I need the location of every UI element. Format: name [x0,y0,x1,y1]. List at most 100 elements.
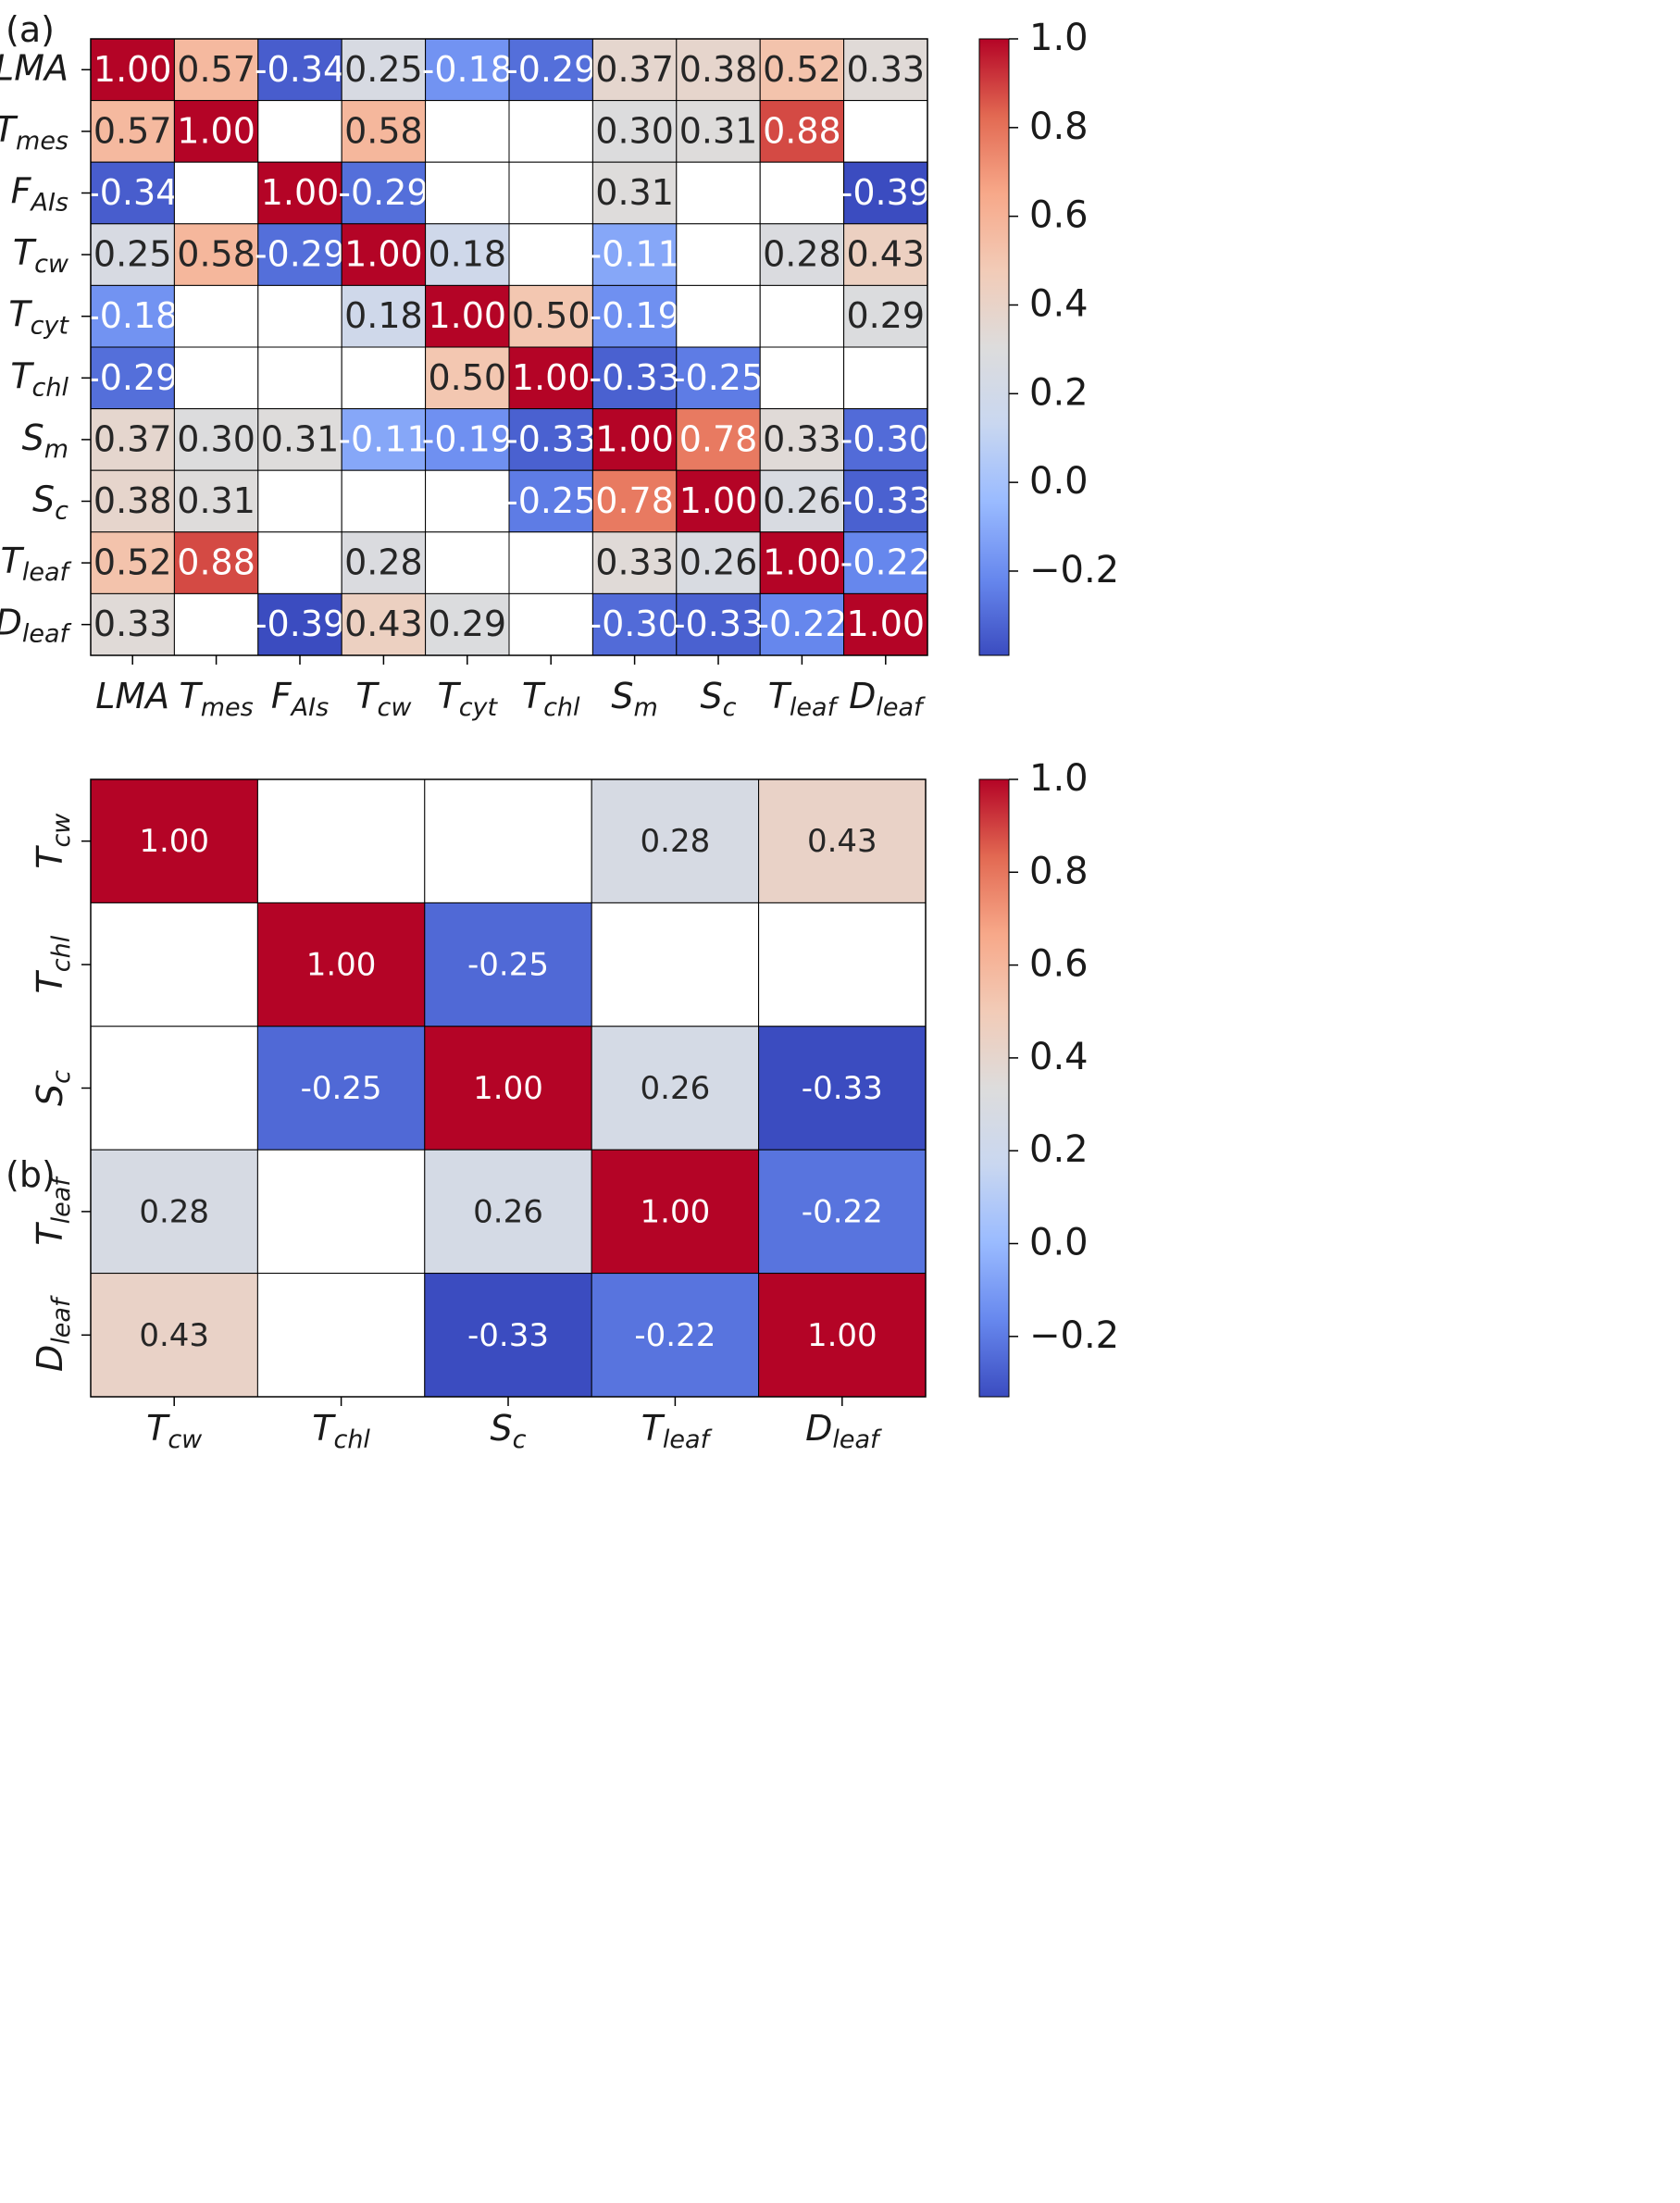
colorbar-tick-label: 0.6 [1029,194,1089,237]
y-tick-label: Tcw [30,813,76,869]
heatmap-panel-b: 1.00 0.28 0.43 1.00 -0.25 -0.25 1.00 0.26 -0.33 0… [30,778,927,1454]
x-tick-label: Sm [611,676,657,722]
heatmap-cell [676,161,761,225]
colorbar-gradient [978,38,1010,656]
y-tick-label: LMA [0,47,68,88]
cell-value-label: -0.18 [422,49,513,90]
heatmap-cell [676,284,761,348]
cell-value-label: 0.38 [93,480,172,521]
heatmap-cell [591,161,678,225]
cell-value-label: 1.00 [807,1317,877,1354]
heatmap-cell [257,408,342,471]
x-tick-label: Tchl [312,1408,370,1454]
heatmap-cell [758,778,927,903]
cell-value-label: 0.57 [177,49,255,90]
cell-value-label: 0.31 [261,418,340,459]
heatmap-cell [759,408,845,471]
cell-value-label: -0.25 [301,1070,382,1107]
x-tick-label: Tmes [179,676,253,722]
heatmap-cell [676,38,761,102]
heatmap-cell [759,531,845,594]
cell-value-label: 1.00 [595,418,674,459]
heatmap-cell [591,408,678,471]
cell-value-label: 1.00 [846,604,925,644]
cell-value-label: -0.22 [802,1193,883,1230]
heatmap-cell [425,408,510,471]
heatmap-cell [424,778,592,903]
cell-value-label: 1.00 [139,823,209,860]
cell-value-label: 0.28 [344,542,423,583]
cell-value-label: -0.11 [589,234,679,275]
x-tick-label: Tleaf [768,676,840,722]
cell-value-label: -0.33 [467,1317,549,1354]
heatmap-panel-a: 1.00 0.57-0.340.25-0.18-0.290.37 0.38 0.52 0… [0,38,931,722]
cell-value-label: 1.00 [679,480,758,521]
heatmap-cell [173,223,259,286]
cell-value-label: 0.28 [763,234,841,275]
heatmap-cell [341,284,427,348]
x-tick-label: Dleaf [805,1408,882,1454]
heatmap-cell [256,1273,426,1398]
heatmap-cell [508,346,593,410]
heatmap-cell [90,346,175,410]
heatmap-cell [508,531,593,594]
heatmap-cell [173,100,259,163]
cell-value-label: 0.37 [93,418,172,459]
panel-a-label: (a) [6,9,55,50]
heatmap-cell [173,469,259,533]
heatmap-cell [676,531,761,594]
colorbar-tick-label: 0.2 [1029,371,1089,414]
heatmap-cell [843,592,928,656]
y-tick-label: Sm [22,417,68,463]
heatmap-cell [843,408,928,471]
cell-value-label: 0.78 [679,418,758,459]
cell-value-label: 1.00 [177,110,255,151]
cell-value-label: 0.31 [595,172,674,213]
cell-value-label: 0.29 [428,604,506,644]
y-tick-label: Dleaf [0,602,71,648]
cell-value-label: 0.43 [807,823,877,860]
heatmap-cell [843,346,928,410]
cell-value-label: 0.30 [595,110,674,151]
heatmap-cell [90,284,175,348]
heatmap-cell [90,38,175,102]
cell-value-label: 1.00 [344,234,423,275]
colorbar-tick-label: 0.0 [1029,1222,1089,1264]
y-tick-label: FAIs [11,170,68,217]
heatmap-cell [173,408,259,471]
heatmap-cell [256,1026,426,1151]
heatmap-cell [758,902,927,1027]
heatmap-cell [256,902,426,1027]
panel-b-label: (b) [6,1154,56,1195]
cell-value-label: -0.25 [673,357,764,398]
cell-value-label: 0.31 [177,480,255,521]
cell-value-label: -0.29 [255,234,345,275]
cell-value-label: 0.18 [428,234,506,275]
heatmap-cell [257,346,342,410]
cell-value-label: 0.33 [595,542,674,583]
heatmap-cell [425,469,510,533]
x-tick-label: FAIs [271,676,329,722]
cell-value-label: -0.25 [505,480,596,521]
cell-value-label: 0.43 [139,1317,209,1354]
heatmap-cell [341,346,427,410]
cell-value-label: 1.00 [473,1070,543,1107]
heatmap-cell [257,223,342,286]
heatmap-cell [341,223,427,286]
cell-value-label: -0.30 [589,604,679,644]
y-tick-label: Tmes [0,108,68,155]
cell-value-label: -0.34 [87,172,178,213]
cell-value-label: 1.00 [763,542,841,583]
heatmap-cell [173,346,259,410]
heatmap-cell [759,284,845,348]
colorbar-gradient [978,778,1010,1398]
colorbar-tick-label: 0.0 [1029,460,1089,503]
cell-value-label: 0.50 [428,357,506,398]
cell-value-label: 1.00 [261,172,340,213]
heatmap-cell [676,469,761,533]
heatmap-cell [843,531,928,594]
cell-value-label: -0.19 [589,295,679,336]
cell-value-label: -0.33 [673,604,764,644]
heatmap-cell [508,408,593,471]
heatmap-cell [759,38,845,102]
